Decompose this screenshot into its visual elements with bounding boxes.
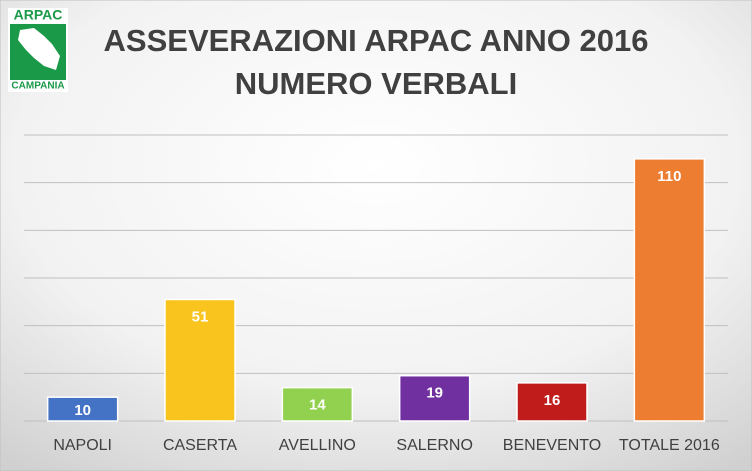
logo: ARPAC CAMPANIA	[8, 7, 68, 92]
data-label: 51	[192, 308, 209, 325]
data-label: 110	[657, 168, 681, 185]
bar	[516, 382, 588, 422]
bar	[281, 386, 354, 422]
x-tick-label: NAPOLI	[53, 437, 112, 454]
bar	[633, 158, 706, 422]
chart-subtitle: NUMERO VERBALI	[235, 66, 517, 101]
data-label: 16	[544, 392, 561, 409]
bar	[164, 298, 236, 422]
data-label: 19	[426, 385, 443, 402]
x-tick-label: SALERNO	[396, 437, 472, 454]
x-tick-label: BENEVENTO	[503, 437, 601, 454]
chart-title: ASSEVERAZIONI ARPAC ANNO 2016	[104, 23, 649, 58]
x-tick-label: TOTALE 2016	[619, 437, 720, 454]
logo-map	[18, 28, 60, 70]
bar	[46, 396, 119, 422]
data-label: 10	[74, 402, 91, 419]
logo-top: ARPAC	[14, 7, 63, 23]
x-tick-label: AVELLINO	[279, 437, 356, 454]
bar	[398, 374, 471, 422]
x-tick-label: CASERTA	[163, 437, 237, 454]
data-label: 14	[309, 397, 326, 414]
logo-bottom: CAMPANIA	[11, 81, 64, 92]
